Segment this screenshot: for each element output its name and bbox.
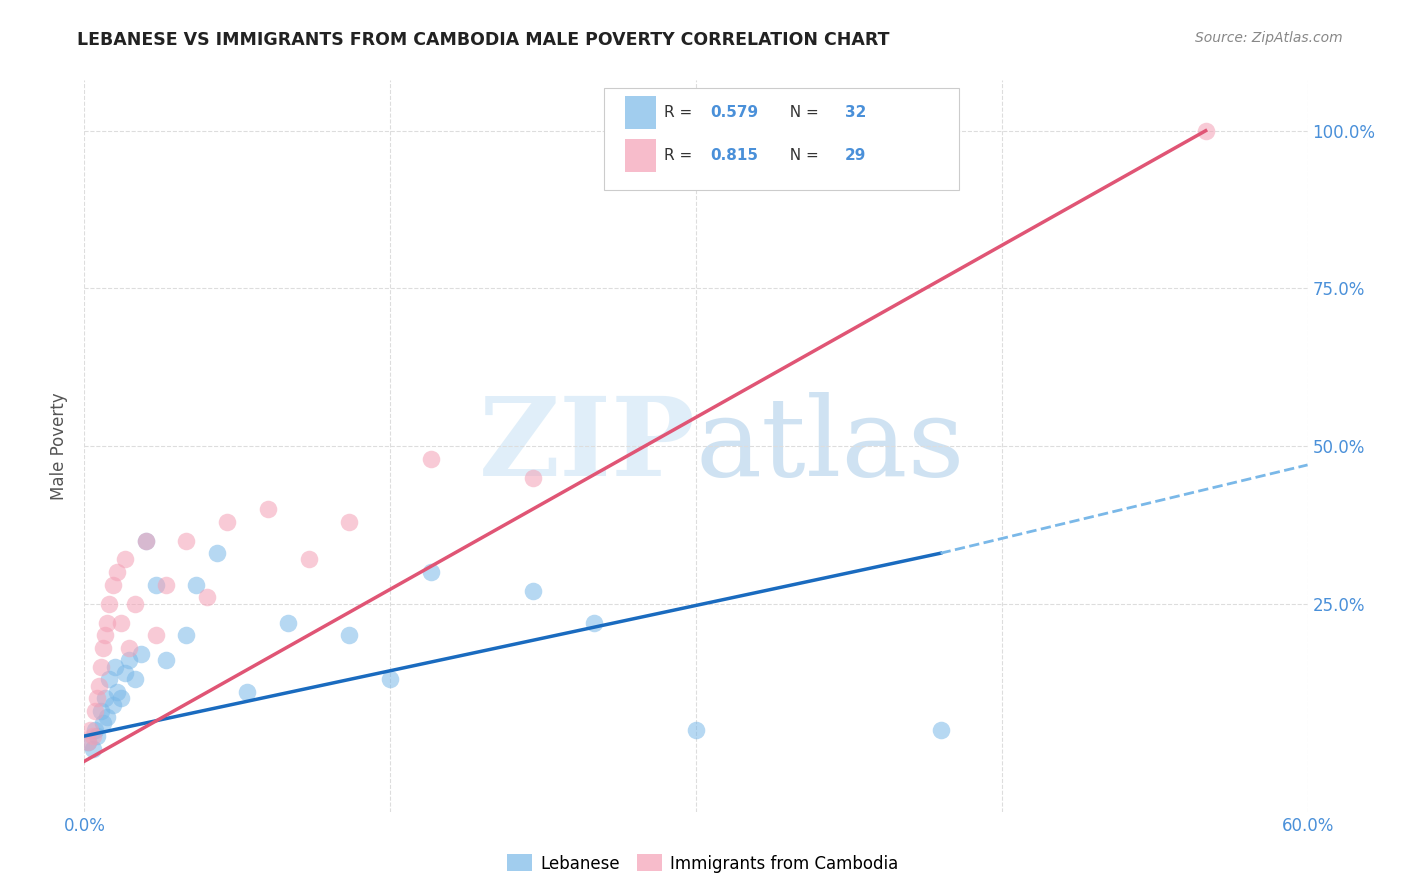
Point bbox=[583, 615, 606, 630]
Point bbox=[145, 578, 167, 592]
Text: LEBANESE VS IMMIGRANTS FROM CAMBODIA MALE POVERTY CORRELATION CHART: LEBANESE VS IMMIGRANTS FROM CAMBODIA MAL… bbox=[77, 31, 890, 49]
Point bbox=[86, 691, 108, 706]
Point bbox=[298, 552, 321, 566]
Legend: Lebanese, Immigrants from Cambodia: Lebanese, Immigrants from Cambodia bbox=[501, 847, 905, 880]
Point bbox=[91, 640, 114, 655]
Point bbox=[82, 741, 104, 756]
Point bbox=[77, 735, 100, 749]
Point bbox=[93, 691, 115, 706]
Point bbox=[380, 673, 402, 687]
Point bbox=[339, 515, 361, 529]
Text: 0.815: 0.815 bbox=[710, 148, 759, 163]
Point bbox=[174, 628, 197, 642]
Point bbox=[83, 704, 105, 718]
Text: 29: 29 bbox=[845, 148, 866, 163]
Point bbox=[86, 729, 108, 743]
Point bbox=[93, 628, 115, 642]
Point bbox=[277, 615, 299, 630]
Text: N =: N = bbox=[780, 148, 824, 163]
Point bbox=[124, 597, 146, 611]
Point bbox=[101, 698, 124, 712]
Point bbox=[105, 565, 128, 579]
Point bbox=[420, 451, 443, 466]
Point bbox=[236, 685, 259, 699]
Point bbox=[118, 653, 141, 667]
Point bbox=[79, 723, 101, 737]
Point bbox=[90, 704, 112, 718]
Point bbox=[114, 552, 136, 566]
Point bbox=[118, 640, 141, 655]
FancyBboxPatch shape bbox=[605, 87, 959, 190]
Text: R =: R = bbox=[664, 105, 697, 120]
Point bbox=[96, 710, 118, 724]
Point bbox=[195, 591, 218, 605]
Point bbox=[90, 659, 112, 673]
Point bbox=[135, 533, 157, 548]
Bar bbox=[626, 96, 655, 129]
Point bbox=[91, 716, 114, 731]
Point bbox=[685, 723, 707, 737]
Point bbox=[1195, 124, 1218, 138]
Text: R =: R = bbox=[664, 148, 697, 163]
Point bbox=[83, 723, 105, 737]
Point bbox=[97, 597, 120, 611]
Point bbox=[101, 578, 124, 592]
Point bbox=[110, 691, 132, 706]
Text: atlas: atlas bbox=[696, 392, 966, 500]
Text: ZIP: ZIP bbox=[479, 392, 696, 500]
Text: 32: 32 bbox=[845, 105, 866, 120]
Point bbox=[205, 546, 228, 560]
Point bbox=[145, 628, 167, 642]
Point bbox=[82, 729, 104, 743]
Point bbox=[131, 647, 153, 661]
Point bbox=[929, 723, 952, 737]
Point bbox=[87, 679, 110, 693]
Point bbox=[522, 584, 544, 599]
Point bbox=[105, 685, 128, 699]
Point bbox=[155, 653, 177, 667]
Point bbox=[420, 565, 443, 579]
Point bbox=[155, 578, 177, 592]
Point bbox=[522, 470, 544, 484]
Point bbox=[110, 615, 132, 630]
Point bbox=[174, 533, 197, 548]
Point bbox=[97, 673, 120, 687]
Point bbox=[339, 628, 361, 642]
Point bbox=[124, 673, 146, 687]
Point bbox=[186, 578, 208, 592]
Y-axis label: Male Poverty: Male Poverty bbox=[51, 392, 69, 500]
Point bbox=[135, 533, 157, 548]
Text: 0.579: 0.579 bbox=[710, 105, 759, 120]
Point bbox=[217, 515, 239, 529]
Point bbox=[96, 615, 118, 630]
Point bbox=[114, 665, 136, 680]
Point bbox=[104, 659, 127, 673]
Point bbox=[257, 502, 280, 516]
Text: Source: ZipAtlas.com: Source: ZipAtlas.com bbox=[1195, 31, 1343, 45]
Text: N =: N = bbox=[780, 105, 824, 120]
Bar bbox=[626, 139, 655, 172]
Point bbox=[77, 735, 100, 749]
